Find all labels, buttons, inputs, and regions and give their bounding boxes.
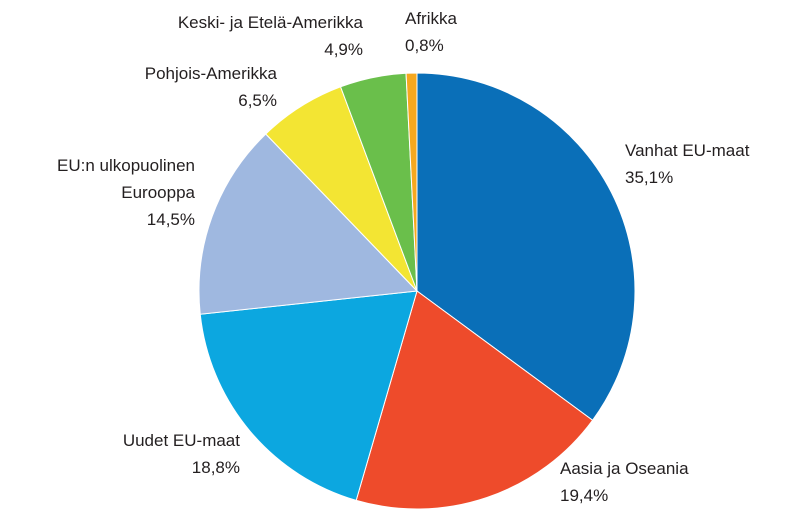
category-label: Uudet EU-maat: [122, 431, 240, 450]
category-label: Vanhat EU-maat: [625, 141, 750, 160]
pie-slice: [199, 290, 418, 501]
pie-slice: [198, 133, 419, 315]
slice-label: Pohjois-Amerikka 6,5%: [77, 60, 277, 114]
category-label: Keski- ja Etelä-Amerikka: [177, 13, 363, 32]
pie-slice: [405, 72, 418, 292]
slice-label: Keski- ja Etelä-Amerikka 4,9%: [103, 9, 363, 63]
value-label: 19,4%: [560, 486, 609, 505]
value-label: 6,5%: [238, 91, 277, 110]
pie-slice: [416, 72, 636, 421]
slice-label: Uudet EU-maat 18,8%: [40, 427, 240, 481]
category-label: Pohjois-Amerikka: [144, 64, 277, 83]
category-label: EU:n ulkopuolinen Eurooppa: [57, 156, 195, 202]
value-label: 4,9%: [324, 40, 363, 59]
pie-slice: [355, 290, 594, 509]
slice-label: Afrikka 0,8%: [405, 5, 505, 59]
category-label: Aasia ja Oseania: [560, 459, 689, 478]
value-label: 0,8%: [405, 36, 444, 55]
slice-label: Vanhat EU-maat 35,1%: [625, 137, 792, 191]
value-label: 35,1%: [625, 168, 674, 187]
value-label: 18,8%: [191, 458, 240, 477]
category-label: Afrikka: [405, 9, 457, 28]
value-label: 14,5%: [146, 210, 195, 229]
slice-label: EU:n ulkopuolinen Eurooppa 14,5%: [25, 152, 195, 233]
slice-label: Aasia ja Oseania 19,4%: [560, 455, 760, 509]
